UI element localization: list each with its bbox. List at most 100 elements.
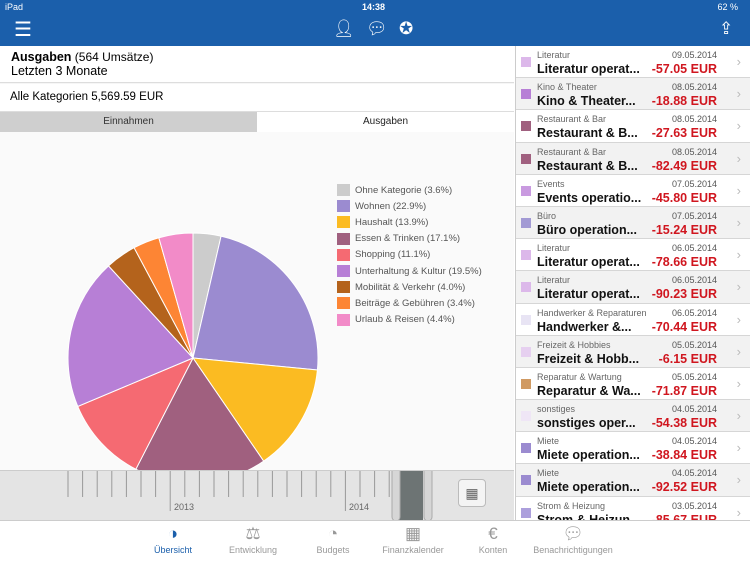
page-title: Ausgaben bbox=[11, 50, 72, 64]
legend-swatch bbox=[337, 281, 350, 294]
timeline-slider[interactable]: 2013 2014 ▦ bbox=[0, 466, 514, 522]
pie-slice[interactable] bbox=[192, 235, 319, 371]
chat-icon[interactable]: 💬︎ bbox=[366, 19, 388, 38]
transaction-name: Restaurant & B... bbox=[537, 158, 638, 173]
share-icon[interactable]: ⇪ bbox=[719, 19, 734, 38]
date: 06.05.2014 bbox=[671, 275, 717, 286]
calendar-button[interactable]: ▦ bbox=[458, 479, 486, 507]
transaction-row[interactable]: Events 07.05.2014 Events operatio... -45… bbox=[516, 174, 750, 207]
pie-slice[interactable] bbox=[67, 265, 194, 408]
pie-slice[interactable] bbox=[77, 357, 195, 470]
gauge-icon: ◔ bbox=[327, 524, 339, 543]
tab-scale[interactable]: ⚖ Entwicklung bbox=[208, 521, 298, 555]
timeline-selection-handle[interactable] bbox=[399, 471, 423, 521]
transaction-row[interactable]: Reparatur & Wartung 05.05.2014 Reparatur… bbox=[516, 367, 750, 401]
legend-item: Shopping (11.1%) bbox=[337, 248, 430, 261]
amount: -54.38 EUR bbox=[651, 416, 717, 431]
transaction-row[interactable]: Freizeit & Hobbies 05.05.2014 Freizeit &… bbox=[516, 335, 750, 368]
period[interactable]: Letzten 3 Monate bbox=[11, 64, 108, 78]
transaction-list[interactable]: Literatur 09.05.2014 Literatur operat...… bbox=[515, 46, 750, 520]
category: Freizeit & Hobbies bbox=[537, 339, 611, 350]
legend-swatch bbox=[337, 184, 350, 196]
transaction-row[interactable]: Restaurant & Bar 08.05.2014 Restaurant &… bbox=[516, 142, 750, 175]
date: 05.05.2014 bbox=[671, 371, 717, 382]
date: 08.05.2014 bbox=[671, 146, 717, 157]
transaction-row[interactable]: Strom & Heizung 03.05.2014 Strom & Heizu… bbox=[516, 496, 750, 520]
transaction-count: (564 Umsätze) bbox=[74, 50, 154, 64]
transaction-name: Kino & Theater... bbox=[537, 94, 636, 109]
transaction-row[interactable]: Restaurant & Bar 08.05.2014 Restaurant &… bbox=[516, 110, 750, 143]
category: Literatur bbox=[537, 275, 571, 286]
category-color-swatch bbox=[521, 250, 531, 261]
transaction-name: Literatur operat... bbox=[537, 255, 640, 270]
amount: -90.23 EUR bbox=[651, 287, 717, 302]
date: 04.05.2014 bbox=[671, 404, 717, 415]
chevron-right-icon: › bbox=[736, 86, 741, 102]
transaction-row[interactable]: Büro 07.05.2014 Büro operation... -15.24… bbox=[516, 206, 750, 240]
tab-label: Konten bbox=[478, 545, 508, 555]
amount: -82.49 EUR bbox=[651, 158, 717, 173]
transaction-row[interactable]: Literatur 06.05.2014 Literatur operat...… bbox=[516, 271, 750, 304]
amount: -92.52 EUR bbox=[651, 480, 717, 495]
pie-slice[interactable] bbox=[158, 232, 194, 359]
legend-item: Essen & Trinken (17.1%) bbox=[337, 232, 461, 245]
category-color-swatch bbox=[521, 121, 531, 132]
tab-pie[interactable]: ◑ Übersicht bbox=[128, 521, 218, 555]
transaction-name: Literatur operat... bbox=[537, 62, 640, 76]
star-gear-icon[interactable]: ✪ bbox=[399, 19, 414, 38]
chevron-right-icon: › bbox=[736, 150, 741, 166]
tab-ausgaben[interactable]: Ausgaben bbox=[257, 112, 514, 132]
date: 05.05.2014 bbox=[671, 339, 717, 350]
legend-label: Ohne Kategorie (3.6%) bbox=[355, 184, 453, 196]
category-color-swatch bbox=[521, 89, 531, 100]
chevron-right-icon: › bbox=[736, 214, 741, 230]
tab-calendar[interactable]: ▦ Finanzkalender bbox=[368, 521, 458, 555]
transaction-name: Büro operation... bbox=[537, 222, 637, 237]
date: 09.05.2014 bbox=[671, 50, 717, 60]
transaction-row[interactable]: Handwerker & Reparaturen 06.05.2014 Hand… bbox=[516, 303, 750, 336]
transaction-row[interactable]: Literatur 09.05.2014 Literatur operat...… bbox=[516, 46, 750, 79]
legend-item: Beiträge & Gebühren (3.4%) bbox=[337, 297, 475, 310]
category: Reparatur & Wartung bbox=[537, 371, 622, 382]
chevron-right-icon: › bbox=[736, 440, 741, 456]
category: Literatur bbox=[537, 243, 571, 254]
chevron-right-icon: › bbox=[736, 54, 741, 69]
category: sonstiges bbox=[537, 404, 576, 415]
legend-swatch bbox=[337, 216, 350, 229]
pie-slice[interactable] bbox=[191, 357, 318, 462]
pie-icon: ◑ bbox=[167, 524, 179, 543]
category-color-swatch bbox=[521, 153, 531, 164]
legend-label: Mobilität & Verkehr (4.0%) bbox=[355, 281, 466, 293]
user-icon[interactable]: 👤︎ bbox=[333, 19, 355, 38]
date: 07.05.2014 bbox=[671, 210, 717, 221]
tab-chat[interactable]: 💬︎ Benachrichtigungen bbox=[528, 521, 618, 555]
amount: -78.66 EUR bbox=[651, 255, 717, 270]
tab-gauge[interactable]: ◔ Budgets bbox=[288, 521, 378, 555]
timeline-drag-handle[interactable] bbox=[423, 466, 433, 522]
transaction-row[interactable]: sonstiges 04.05.2014 sonstiges oper... -… bbox=[516, 400, 750, 433]
tab-wallet[interactable]: € Konten bbox=[448, 521, 538, 555]
timeline-drag-handle[interactable] bbox=[391, 466, 401, 522]
transaction-row[interactable]: Miete 04.05.2014 Miete operation... -38.… bbox=[516, 432, 750, 465]
transaction-row[interactable]: Kino & Theater 08.05.2014 Kino & Theater… bbox=[516, 78, 750, 111]
pie-chart[interactable] bbox=[0, 132, 330, 484]
transaction-row[interactable]: Miete 04.05.2014 Miete operation... -92.… bbox=[516, 464, 750, 497]
legend-item: Ohne Kategorie (3.6%) bbox=[337, 184, 452, 196]
tab-einnahmen[interactable]: Einnahmen bbox=[0, 112, 257, 132]
status-bar: iPad 14:38 62 % bbox=[0, 0, 750, 15]
amount: -85.67 EUR bbox=[651, 512, 717, 520]
transaction-name: Literatur operat... bbox=[537, 287, 640, 302]
menu-icon[interactable]: ☰ bbox=[14, 19, 32, 41]
amount: -57.05 EUR bbox=[651, 62, 717, 76]
amount: -38.84 EUR bbox=[651, 448, 717, 463]
category: Büro bbox=[537, 210, 557, 221]
amount: -70.44 EUR bbox=[651, 319, 717, 334]
legend-item: Unterhaltung & Kultur (19.5%) bbox=[337, 265, 482, 277]
transaction-name: Reparatur & Wa... bbox=[537, 383, 641, 398]
amount: -15.24 EUR bbox=[651, 222, 717, 237]
category: Handwerker & Reparaturen bbox=[537, 307, 647, 318]
legend-label: Essen & Trinken (17.1%) bbox=[355, 233, 461, 245]
total-row[interactable]: Alle Kategorien 5,569.59 EUR bbox=[0, 84, 514, 112]
chevron-right-icon: › bbox=[736, 343, 741, 359]
transaction-row[interactable]: Literatur 06.05.2014 Literatur operat...… bbox=[516, 239, 750, 272]
